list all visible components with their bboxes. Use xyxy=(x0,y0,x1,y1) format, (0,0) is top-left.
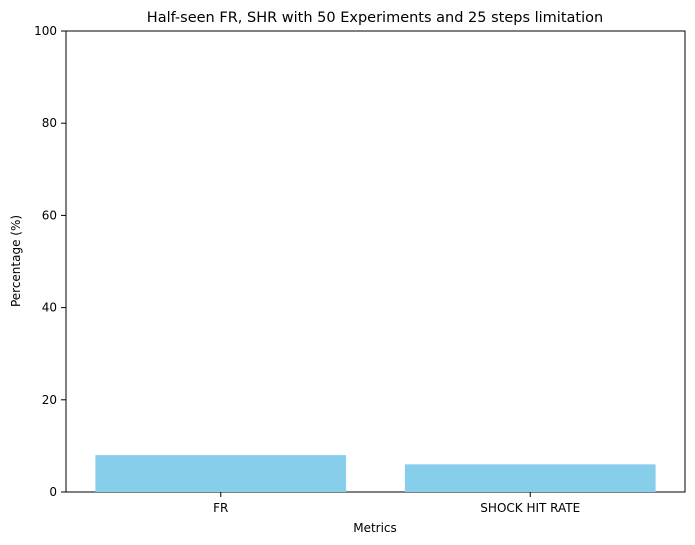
bars xyxy=(95,455,656,492)
x-tick-label-1: SHOCK HIT RATE xyxy=(480,501,580,515)
plot-frame xyxy=(65,30,686,493)
y-tick-label-0: 0 xyxy=(49,485,57,499)
bar-1 xyxy=(404,464,656,492)
bar-0 xyxy=(95,455,347,492)
y-tick-label-3: 60 xyxy=(42,208,57,222)
y-tick-label-1: 20 xyxy=(42,393,57,407)
x-tick-label-0: FR xyxy=(213,501,228,515)
chart-title: Half-seen FR, SHR with 50 Experiments an… xyxy=(147,10,603,26)
y-tick-label-2: 40 xyxy=(42,301,57,315)
y-tick-label-4: 80 xyxy=(42,116,57,130)
plot-area xyxy=(65,30,686,493)
x-axis: FR SHOCK HIT RATE xyxy=(213,492,580,515)
y-axis-label: Percentage (%) xyxy=(9,215,23,307)
y-axis: 0 20 40 60 80 100 xyxy=(34,24,66,499)
y-tick-label-5: 100 xyxy=(34,24,57,38)
x-axis-label: Metrics xyxy=(353,521,397,535)
